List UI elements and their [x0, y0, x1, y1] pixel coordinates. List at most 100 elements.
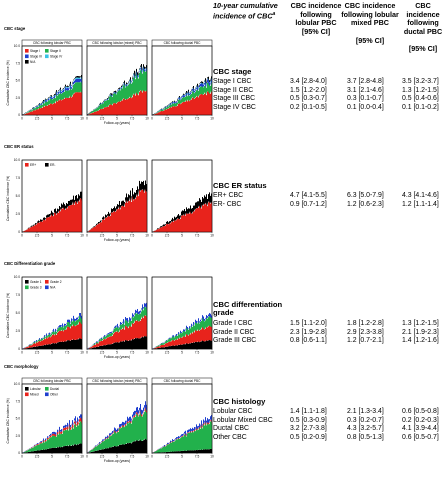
x-tick-label: 2.5	[100, 117, 105, 121]
cell-ductal: 0.5 [0.4-0.6]	[402, 95, 439, 103]
x-tick-label: 7.5	[195, 351, 200, 355]
row-label: Stage III CBC	[213, 95, 256, 103]
col1-ci-label: [95% CI]	[301, 26, 331, 36]
cell-lobular: 4.7 [4.1-5.5]	[290, 192, 327, 199]
area-ductal	[22, 421, 82, 453]
y-tick-label: 2.5	[16, 96, 21, 100]
legend-swatch	[45, 49, 49, 53]
legend-swatch	[45, 387, 49, 391]
col2-ci-label: [95% CI]	[355, 35, 385, 45]
legend-label: Grade 3	[30, 286, 42, 290]
y-axis-label: Cumulative CBC incidence (%)	[6, 60, 10, 105]
x-tick-label: 0	[151, 234, 153, 238]
y-tick-label: 5.0	[16, 79, 21, 83]
legend-swatch	[25, 285, 29, 290]
col3-title: CBC incidence following ductal PBC	[403, 1, 443, 36]
table-header-lead: 10-year cumulative incidence of CBCa	[213, 1, 311, 21]
legend-label: Mixed	[30, 393, 39, 397]
x-tick-label: 10	[80, 117, 84, 121]
x-tick-label: 7.5	[130, 234, 135, 238]
y-tick-label: 2.5	[16, 434, 21, 438]
cell-lobular: 1.5 [1.2-2.0]	[290, 86, 327, 94]
cell-lobular-mixed: 6.3 [5.0-7.9]	[347, 192, 384, 199]
cell-lobular: 0.2 [0.1-0.5]	[290, 103, 327, 111]
legend-swatch	[25, 387, 29, 391]
area-stage-i	[152, 90, 212, 115]
cell-ductal: 0.6 [0.5-0.7]	[402, 433, 439, 441]
cell-lobular-mixed: 0.8 [0.5-1.3]	[347, 433, 384, 441]
y-tick-label: 10.0	[14, 158, 20, 162]
row-label: Ductal CBC	[213, 425, 249, 433]
area-er-	[87, 188, 147, 232]
chart-title: CBC morphology	[4, 364, 39, 369]
cell-lobular-mixed: 3.1 [2.1-4.6]	[347, 86, 384, 94]
y-tick-label: 7.5	[16, 61, 21, 65]
cell-lobular: 1.5 [1.1-2.0]	[290, 320, 327, 327]
area-grade-1	[87, 336, 147, 349]
x-tick-label: 2.5	[100, 351, 105, 355]
legend-label: Grade 2	[50, 280, 62, 284]
x-tick-label: 2.5	[165, 234, 170, 238]
legend-label: Grade 1	[30, 280, 42, 284]
area-er-	[152, 192, 212, 232]
x-tick-label: 7.5	[195, 117, 200, 121]
y-tick-label: 5.0	[16, 194, 21, 198]
row-label: Stage I CBC	[213, 78, 252, 85]
x-tick-label: 10	[80, 234, 84, 238]
x-tick-label: 10	[80, 455, 84, 459]
col2-title: CBC incidence following lobular mixed PB…	[341, 1, 399, 28]
y-tick-label: 5.0	[16, 417, 21, 421]
area-er-	[22, 191, 82, 232]
x-tick-label: 0	[21, 234, 23, 238]
row-label: Stage IV CBC	[213, 103, 256, 111]
row-label: ER+ CBC	[213, 192, 244, 199]
x-tick-label: 10	[80, 351, 84, 355]
x-tick-label: 0	[21, 117, 23, 121]
x-tick-label: 2.5	[165, 351, 170, 355]
area-lobular	[87, 438, 147, 453]
area-stage-iii	[22, 77, 82, 115]
cell-ductal: 3.5 [3.2-3.7]	[402, 78, 439, 85]
legend-swatch	[25, 163, 29, 167]
facet-strip-label: CBC following ductal PBC	[164, 379, 202, 383]
facet-strip-label: CBC following lobular (mixed) PBC	[92, 379, 142, 383]
legend-label: N/A	[50, 286, 56, 290]
area-mixed	[87, 406, 147, 453]
cell-ductal: 1.3 [1.2-1.5]	[402, 320, 439, 327]
legend-swatch	[25, 54, 29, 59]
area-grade-1	[152, 340, 212, 349]
y-tick-label: 0	[18, 451, 20, 455]
y-tick-label: 10.0	[14, 44, 20, 48]
row-label: Grade III CBC	[213, 337, 257, 345]
area-grade-3	[152, 315, 212, 349]
x-tick-label: 10	[145, 117, 149, 121]
area-grade-2	[152, 325, 212, 349]
row-label: Grade II CBC	[213, 328, 255, 336]
row-label: Lobular Mixed CBC	[213, 416, 273, 424]
y-axis-label: Cumulative CBC incidence (%)	[6, 293, 10, 338]
cell-lobular: 0.5 [0.2-0.9]	[290, 433, 327, 441]
legend-label: Other	[50, 393, 59, 397]
cell-lobular-mixed: 4.3 [3.2-5.7]	[347, 425, 384, 433]
x-tick-label: 5	[51, 234, 53, 238]
x-tick-label: 2.5	[35, 351, 40, 355]
x-tick-label: 10	[210, 117, 214, 121]
facet-strip-label: CBC following lobular PBC	[33, 379, 72, 383]
cell-lobular: 0.9 [0.7-1.2]	[290, 200, 327, 208]
area-n-a	[152, 76, 212, 115]
area-stage-i	[87, 89, 147, 115]
chart-title: CBC ER status	[4, 144, 34, 149]
x-tick-label: 10	[210, 455, 214, 459]
area-other	[22, 414, 82, 453]
x-axis-label: Follow-up (years)	[104, 355, 130, 359]
y-axis-label: Cumulative CBC incidence (%)	[6, 176, 10, 221]
area-stage-i	[22, 91, 82, 115]
x-tick-label: 5	[51, 455, 53, 459]
x-tick-label: 7.5	[65, 234, 70, 238]
legend-swatch	[25, 280, 29, 284]
x-tick-label: 7.5	[130, 455, 135, 459]
area-n-a	[152, 313, 212, 349]
legend-label: Lobular	[30, 387, 42, 391]
x-tick-label: 0	[86, 455, 88, 459]
